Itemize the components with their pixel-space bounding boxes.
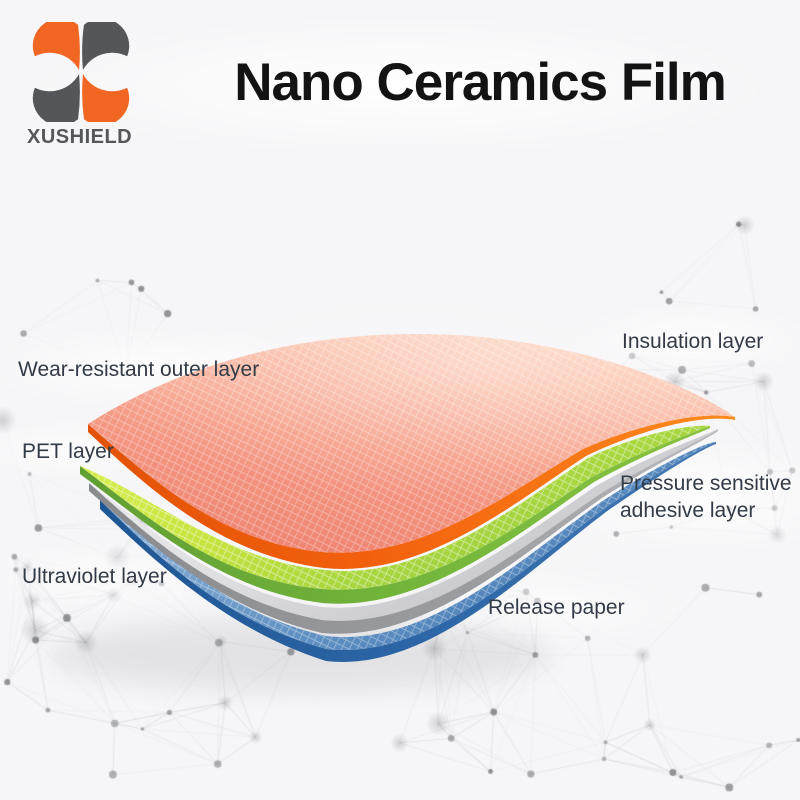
label-wear-resistant-outer-layer: Wear-resistant outer layer <box>18 358 260 381</box>
pet-layer-texture <box>80 425 710 590</box>
label-release-paper: Release paper <box>488 596 625 619</box>
logo-crescent-top-left <box>32 22 80 71</box>
layer-outer-film <box>88 333 735 569</box>
xushield-logo-mark <box>32 22 130 122</box>
label-pet-layer: PET layer <box>22 440 114 463</box>
page-title: Nano Ceramics Film <box>234 53 727 112</box>
label-pressure-line1: Pressure sensitive <box>620 472 792 495</box>
label-insulation-layer: Insulation layer <box>622 330 764 353</box>
logo-crescent-bottom-right <box>82 73 130 122</box>
layer-pet <box>80 425 710 604</box>
logo-brand-name: XUSHIELD <box>27 126 133 148</box>
logo-crescent-top-right <box>82 22 130 71</box>
outer-film-sheen <box>88 333 735 553</box>
label-pressure-sensitive-adhesive-layer: Pressure sensitive adhesive layer <box>620 470 792 524</box>
logo: XUSHIELD <box>27 22 147 149</box>
label-ultraviolet-layer: Ultraviolet layer <box>22 565 167 588</box>
label-pressure-line2: adhesive layer <box>620 499 756 522</box>
logo-crescent-bottom-left <box>32 73 80 122</box>
